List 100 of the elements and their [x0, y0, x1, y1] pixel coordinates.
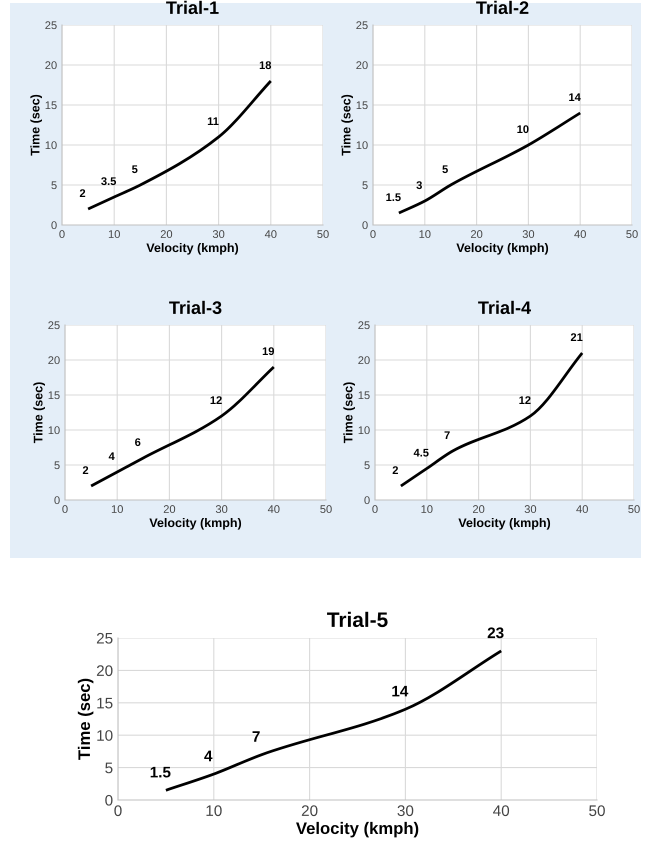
y-axis-title: Time (sec) — [33, 382, 46, 444]
x-tick-label: 40 — [574, 230, 586, 238]
x-tick-label: 40 — [576, 505, 588, 514]
data-label: 7 — [444, 431, 450, 439]
data-label: 1.5 — [150, 766, 171, 778]
data-label: 2 — [80, 189, 86, 197]
y-tick-label: 25 — [96, 632, 112, 644]
y-tick-label: 0 — [362, 221, 368, 230]
y-tick-label: 0 — [54, 496, 60, 504]
data-label: 4 — [204, 750, 212, 762]
x-tick-label: 0 — [372, 505, 378, 514]
y-axis-title: Time (sec) — [30, 94, 42, 156]
x-tick-label: 10 — [419, 230, 431, 238]
y-tick-label: 10 — [358, 426, 370, 434]
x-axis-title: Velocity (kmph) — [458, 518, 550, 530]
y-tick-label: 10 — [356, 141, 368, 150]
y-tick-label: 0 — [364, 496, 370, 504]
data-label: 7 — [252, 731, 260, 742]
data-label: 19 — [262, 347, 274, 356]
data-label: 6 — [135, 438, 140, 446]
x-axis-title: Velocity (kmph) — [146, 242, 238, 255]
x-tick-label: 10 — [112, 505, 123, 514]
x-tick-label: 0 — [370, 230, 376, 238]
y-tick-label: 15 — [48, 391, 60, 400]
x-axis-title: Velocity (kmph) — [296, 822, 418, 838]
x-tick-label: 50 — [626, 230, 638, 238]
y-tick-label: 20 — [358, 356, 370, 364]
y-tick-label: 15 — [46, 101, 57, 110]
data-label: 3 — [416, 181, 422, 190]
chart-title: Trial-5 — [327, 612, 388, 628]
y-tick-label: 20 — [48, 356, 60, 364]
data-label: 2 — [82, 466, 88, 474]
x-tick-label: 20 — [470, 230, 482, 238]
y-tick-label: 5 — [362, 181, 368, 190]
x-tick-label: 10 — [206, 805, 222, 816]
data-label: 2 — [392, 466, 398, 474]
data-label: 4 — [108, 452, 115, 460]
x-tick-label: 50 — [589, 805, 605, 816]
data-label: 10 — [517, 125, 529, 134]
y-tick-label: 15 — [356, 101, 368, 110]
data-label: 14 — [569, 93, 581, 101]
data-label: 1.5 — [386, 193, 401, 202]
line-series — [400, 352, 584, 488]
data-label: 12 — [210, 396, 222, 404]
x-axis-title: Velocity (kmph) — [149, 518, 242, 530]
x-tick-label: 40 — [268, 505, 280, 514]
y-tick-label: 0 — [51, 221, 57, 230]
chart-title: Trial-1 — [166, 0, 219, 14]
y-tick-label: 25 — [45, 21, 57, 30]
y-axis-title: Time (sec) — [341, 94, 354, 156]
data-label: 18 — [260, 61, 272, 70]
y-tick-label: 10 — [97, 730, 113, 741]
y-tick-label: 25 — [358, 321, 370, 330]
x-tick-label: 0 — [62, 505, 68, 514]
data-label: 5 — [442, 165, 448, 174]
y-tick-label: 25 — [48, 321, 60, 330]
data-label: 23 — [488, 627, 504, 638]
x-tick-label: 30 — [216, 505, 228, 514]
x-tick-label: 40 — [493, 805, 510, 816]
x-tick-label: 30 — [212, 230, 224, 238]
chart-title: Trial-4 — [478, 300, 531, 314]
x-tick-label: 10 — [421, 505, 433, 514]
x-tick-label: 50 — [320, 505, 332, 514]
x-tick-label: 20 — [302, 805, 318, 816]
x-tick-label: 30 — [397, 805, 414, 816]
y-tick-label: 15 — [358, 391, 370, 400]
y-tick-label: 10 — [48, 426, 60, 434]
y-tick-label: 15 — [97, 698, 112, 708]
data-label: 14 — [392, 686, 408, 696]
data-label: 5 — [132, 165, 138, 174]
y-axis-title: Time (sec) — [78, 678, 94, 760]
y-tick-label: 5 — [54, 461, 60, 470]
data-label: 3.5 — [101, 177, 116, 186]
chart-title: Trial-2 — [476, 0, 528, 14]
data-label: 21 — [570, 333, 583, 341]
data-label: 11 — [208, 117, 219, 125]
x-tick-label: 0 — [114, 805, 122, 816]
y-tick-label: 25 — [356, 21, 368, 30]
line-series — [86, 80, 272, 210]
data-label: 12 — [519, 396, 531, 404]
x-tick-label: 20 — [472, 505, 484, 514]
x-tick-label: 40 — [264, 230, 277, 238]
x-tick-label: 50 — [317, 230, 329, 238]
x-tick-label: 20 — [164, 505, 176, 514]
x-axis-title: Velocity (kmph) — [456, 242, 548, 255]
y-axis-title: Time (sec) — [343, 382, 356, 444]
y-tick-label: 20 — [96, 665, 113, 676]
y-tick-label: 0 — [105, 794, 113, 806]
y-tick-label: 5 — [51, 181, 57, 190]
x-tick-label: 20 — [160, 230, 172, 238]
chart-title: Trial-3 — [169, 300, 222, 314]
x-tick-label: 30 — [522, 230, 534, 238]
x-tick-label: 50 — [628, 505, 640, 514]
y-tick-label: 10 — [46, 141, 57, 150]
y-tick-label: 20 — [356, 61, 368, 70]
x-tick-label: 30 — [524, 505, 536, 514]
y-tick-label: 5 — [364, 461, 370, 470]
y-tick-label: 5 — [105, 762, 112, 774]
line-series — [90, 366, 276, 488]
data-label: 4.5 — [414, 448, 429, 457]
